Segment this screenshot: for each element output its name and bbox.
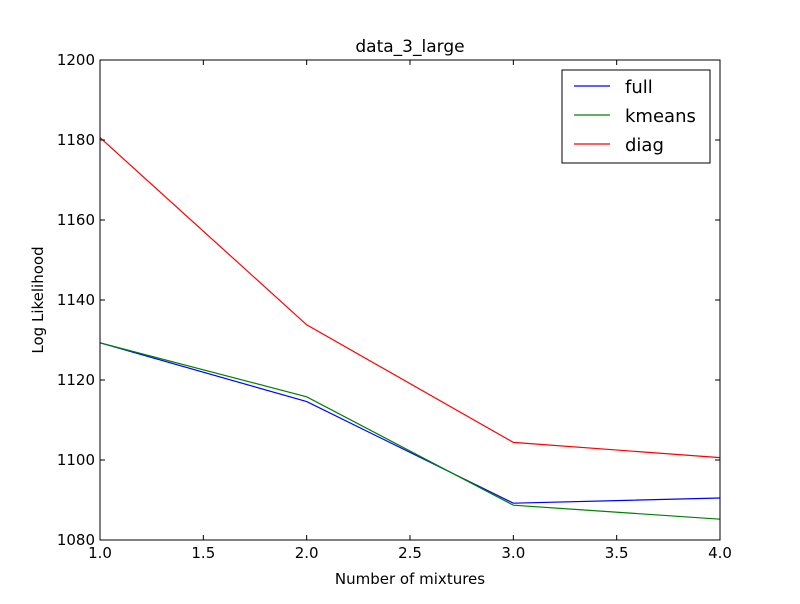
x-tick-label: 1.0: [88, 544, 112, 562]
x-tick-label: 4.0: [708, 544, 732, 562]
series-line-diag: [99, 137, 721, 459]
y-tick-label: 1160: [57, 211, 95, 229]
legend-label-full: full: [625, 77, 653, 98]
series-line-full: [99, 342, 721, 504]
x-axis-label: Number of mixtures: [335, 570, 485, 588]
series-line-kmeans: [99, 342, 721, 520]
y-tick-label: 1140: [57, 291, 95, 309]
x-tick-label: 2.5: [398, 544, 422, 562]
legend-label-diag: diag: [625, 135, 664, 156]
x-tick-label: 1.5: [191, 544, 215, 562]
series-layer: [99, 137, 721, 520]
chart-title: data_3_large: [355, 37, 464, 57]
y-tick-label: 1200: [57, 51, 95, 69]
y-tick-label: 1100: [57, 451, 95, 469]
x-tick-label: 3.0: [501, 544, 525, 562]
legend: full kmeans diag: [561, 69, 711, 164]
y-tick-label: 1120: [57, 371, 95, 389]
y-tick-label: 1080: [57, 531, 95, 549]
plot-frame: [99, 59, 721, 541]
legend-label-kmeans: kmeans: [625, 106, 696, 127]
x-tick-label: 2.0: [295, 544, 319, 562]
y-axis-label: Log Likelihood: [29, 246, 47, 353]
x-tick-label: 3.5: [605, 544, 629, 562]
y-tick-label: 1180: [57, 131, 95, 149]
ticks-layer: 1.0 1.5 2.0 2.5 3.0 3.5 4.0 1080 1100 1120 1140 116…: [57, 51, 732, 562]
